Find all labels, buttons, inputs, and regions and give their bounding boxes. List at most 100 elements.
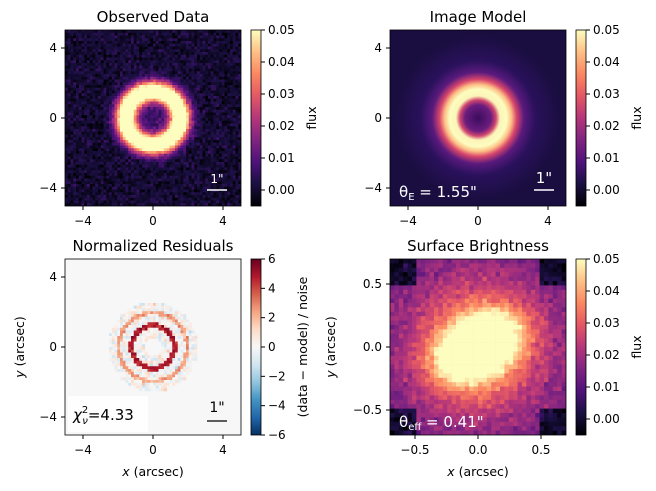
pixel [172,178,176,182]
pixel [221,189,225,193]
pixel [202,79,206,83]
pixel [133,189,137,193]
pixel [199,63,203,67]
pixel [161,325,165,329]
pixel [84,197,88,201]
pixel [158,71,162,75]
pixel [103,41,107,45]
pixel [133,369,137,373]
pixel [139,85,143,89]
pixel [142,68,146,72]
pixel [133,96,137,100]
pixel [169,129,173,133]
pixel [144,369,148,373]
pixel [169,76,173,80]
pixel [232,192,236,196]
pixel [186,189,190,193]
pixel [78,184,82,188]
pixel [144,382,148,386]
pixel [158,380,162,384]
pixel [84,76,88,80]
pixel [177,162,181,166]
pixel [164,49,168,53]
pixel [150,107,154,111]
pixel [155,303,159,307]
pixel [128,129,132,133]
pixel [125,134,129,138]
pixel [177,338,181,342]
pixel [177,322,181,326]
pixel [153,305,157,309]
pixel [133,366,137,370]
pixel [144,363,148,367]
pixel [133,137,137,141]
pixel [136,363,140,367]
pixel [147,129,151,133]
pixel [136,43,140,47]
pixel [175,148,179,152]
pixel [191,109,195,113]
pixel [153,360,157,364]
pixel [172,96,176,100]
pixel [120,200,124,204]
pixel [133,120,137,124]
pixel [158,60,162,64]
pixel [194,164,198,168]
pixel [92,74,96,78]
pixel [205,90,209,94]
pixel [122,68,126,72]
pixel [186,129,190,133]
pixel [155,60,159,64]
pixel [98,167,102,171]
pixel [161,197,165,201]
pixel [208,131,212,135]
pixel [158,142,162,146]
pixel [199,203,203,206]
pixel [109,90,113,94]
pixel [169,123,173,127]
pixel [153,101,157,105]
pixel [213,203,217,206]
pixel [67,140,71,144]
pixel [111,330,115,334]
pixel [139,46,143,50]
pixel [136,112,140,116]
pixel [166,344,170,348]
pixel [238,57,241,61]
pixel [125,90,129,94]
pixel [65,71,69,75]
pixel [155,109,159,113]
pixel [150,330,154,334]
pixel [161,74,165,78]
pixel [191,126,195,130]
pixel [169,305,173,309]
pixel [125,109,129,113]
pixel [147,49,151,53]
pixel [197,164,201,168]
pixel [188,347,192,351]
pixel [103,137,107,141]
pixel [87,90,91,94]
pixel [139,316,143,320]
pixel [213,60,217,64]
pixel [172,195,176,199]
pixel [150,327,154,331]
pixel [205,184,209,188]
pixel [194,107,198,111]
pixel [150,85,154,89]
pixel [188,30,192,34]
pixel [166,178,170,182]
pixel [133,200,137,204]
pixel [89,76,93,80]
pixel [172,79,176,83]
pixel [169,68,173,72]
pixel [133,341,137,345]
pixel [188,41,192,45]
pixel [155,371,159,375]
pixel [139,385,143,389]
pixel [205,192,209,196]
pixel [224,134,228,138]
pixel [205,129,209,133]
pixel [224,123,228,127]
pixel [221,79,225,83]
